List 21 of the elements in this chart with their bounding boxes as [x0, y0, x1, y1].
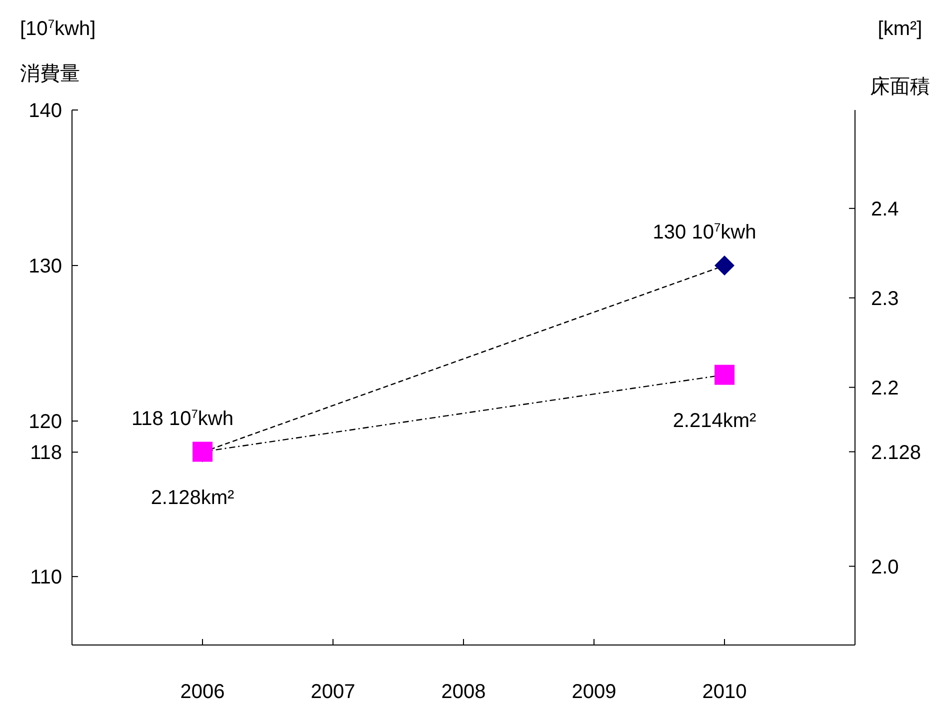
y-tick-label: 118 [30, 442, 62, 464]
x-tick-label: 2007 [310, 681, 356, 702]
x-tick-label: 2009 [572, 681, 616, 702]
text: [km²] 床面積 [870, 18, 930, 98]
y2-tick-label: 2.0 [871, 556, 899, 578]
x-tick-label: 2006 [180, 681, 225, 702]
y-tick-label: 140 [28, 100, 62, 122]
data-label: 2.128km² [150, 486, 235, 509]
y2-tick-label: 2.3 [871, 288, 899, 310]
y-tick-label: 110 [30, 566, 62, 589]
y2-tick-label: 2.128 [871, 442, 922, 464]
y2-tick-label: 2.4 [871, 198, 899, 220]
x-tick-label: 2010 [702, 681, 747, 702]
data-label: 130 10$^{7}$kwh [652, 220, 756, 244]
data-label: 118 10$^{7}$kwh [132, 407, 234, 430]
y-axis-title: [10$^{7}$kwh] 消費量 [20, 17, 96, 85]
x-tick-label: 2008 [441, 681, 486, 702]
y-tick-label: 120 [28, 411, 62, 434]
y-tick-label: 130 [28, 256, 62, 278]
y2-tick-label: 2.2 [871, 377, 899, 400]
data-label: 2.214km² [672, 410, 757, 432]
